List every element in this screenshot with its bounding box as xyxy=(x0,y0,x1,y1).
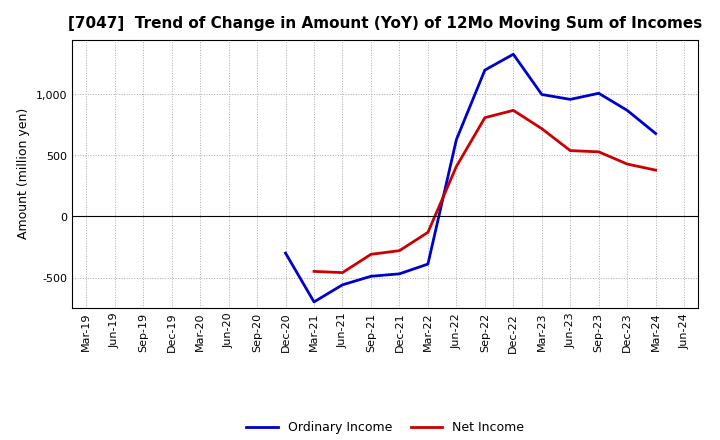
Net Income xyxy=(338,270,347,275)
Ordinary Income xyxy=(338,282,347,287)
Title: [7047]  Trend of Change in Amount (YoY) of 12Mo Moving Sum of Incomes: [7047] Trend of Change in Amount (YoY) o… xyxy=(68,16,702,32)
Net Income xyxy=(452,164,461,169)
Ordinary Income xyxy=(452,137,461,142)
Net Income xyxy=(480,115,489,120)
Legend: Ordinary Income, Net Income: Ordinary Income, Net Income xyxy=(241,416,529,439)
Ordinary Income xyxy=(566,97,575,102)
Ordinary Income xyxy=(623,108,631,113)
Net Income xyxy=(652,168,660,173)
Ordinary Income xyxy=(310,299,318,304)
Net Income xyxy=(366,252,375,257)
Ordinary Income xyxy=(282,250,290,256)
Ordinary Income xyxy=(652,131,660,136)
Y-axis label: Amount (million yen): Amount (million yen) xyxy=(17,108,30,239)
Ordinary Income xyxy=(395,271,404,276)
Net Income xyxy=(595,149,603,154)
Ordinary Income xyxy=(537,92,546,97)
Net Income xyxy=(509,108,518,113)
Net Income xyxy=(310,269,318,274)
Ordinary Income xyxy=(423,261,432,267)
Ordinary Income xyxy=(595,91,603,96)
Net Income xyxy=(623,161,631,167)
Ordinary Income xyxy=(366,274,375,279)
Line: Net Income: Net Income xyxy=(314,110,656,273)
Net Income xyxy=(423,230,432,235)
Net Income xyxy=(395,248,404,253)
Line: Ordinary Income: Ordinary Income xyxy=(286,54,656,302)
Net Income xyxy=(566,148,575,153)
Ordinary Income xyxy=(509,51,518,57)
Net Income xyxy=(537,126,546,131)
Ordinary Income xyxy=(480,67,489,73)
